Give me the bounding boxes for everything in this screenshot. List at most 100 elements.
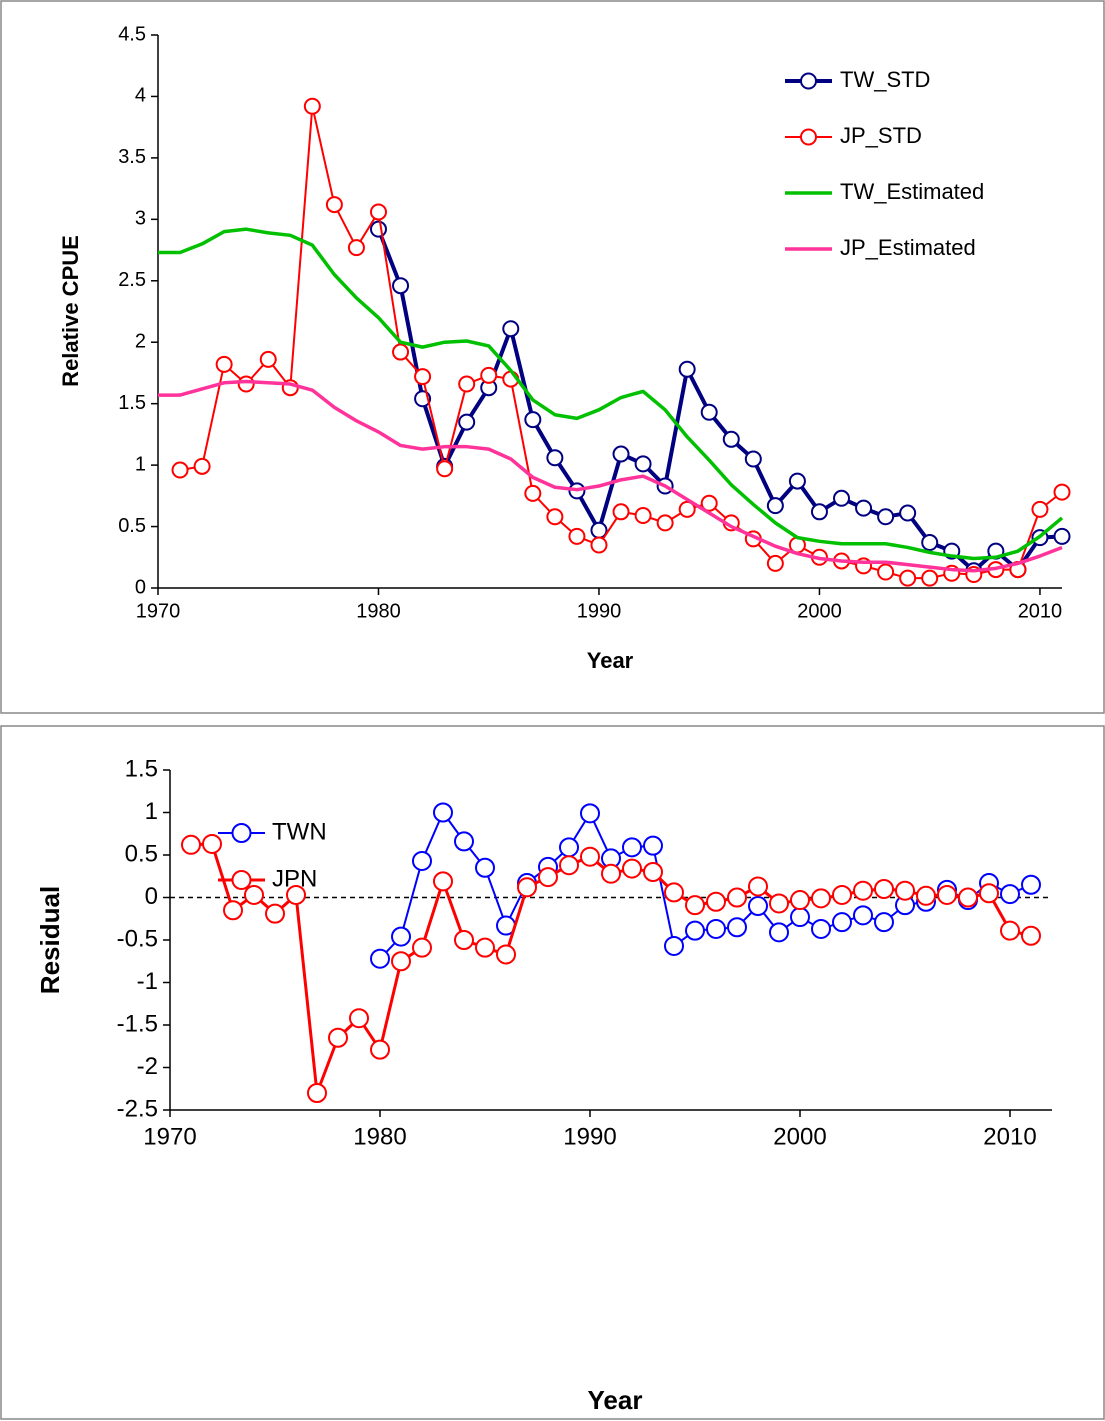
- x-axis-label: Year: [588, 1385, 643, 1415]
- data-point: [215, 355, 233, 373]
- y-axis-label: Relative CPUE: [58, 235, 83, 387]
- data-point: [1031, 500, 1049, 518]
- data-point: [634, 506, 652, 524]
- y-tick-label: -0.5: [117, 925, 158, 952]
- data-point: [916, 885, 936, 906]
- data-point: [454, 831, 474, 852]
- data-point: [568, 527, 586, 545]
- data-point: [433, 802, 453, 823]
- data-point: [171, 461, 189, 479]
- data-point: [412, 937, 432, 958]
- x-tick-label: 1970: [136, 600, 181, 622]
- y-tick-label: -2: [137, 1053, 158, 1080]
- x-tick-label: 1980: [356, 600, 401, 622]
- data-point: [622, 858, 642, 879]
- data-point: [877, 508, 895, 526]
- data-point: [517, 877, 537, 898]
- y-tick-label: 2.5: [118, 269, 146, 291]
- x-tick-label: 2000: [797, 600, 842, 622]
- y-tick-label: 2: [135, 331, 146, 353]
- y-tick-label: 4.5: [118, 23, 146, 45]
- data-point: [546, 449, 564, 467]
- y-tick-label: 1.5: [125, 755, 158, 782]
- data-point: [601, 863, 621, 884]
- y-tick-label: 1: [135, 453, 146, 475]
- legend-marker: [231, 870, 252, 890]
- data-point: [678, 360, 696, 378]
- data-point: [370, 1039, 390, 1060]
- data-point: [678, 500, 696, 518]
- data-point: [685, 895, 705, 916]
- data-point: [874, 879, 894, 899]
- data-point: [1053, 483, 1071, 501]
- data-point: [853, 880, 873, 901]
- data-point: [414, 368, 432, 386]
- data-point: [788, 472, 806, 490]
- x-tick-label: 2000: [773, 1123, 826, 1150]
- legend-marker: [800, 128, 817, 146]
- data-point: [685, 920, 705, 941]
- data-point: [810, 503, 828, 521]
- data-point: [634, 455, 652, 473]
- data-point: [853, 905, 873, 926]
- data-point: [937, 884, 957, 905]
- legend-label: JPN: [272, 865, 317, 892]
- legend-label: TW_STD: [840, 67, 930, 92]
- data-point: [748, 896, 768, 916]
- legend-marker: [800, 72, 817, 90]
- data-point: [458, 413, 476, 431]
- data-point: [700, 403, 718, 421]
- data-point: [958, 887, 978, 908]
- data-point: [612, 503, 630, 521]
- data-point: [706, 918, 726, 939]
- y-tick-label: 3.5: [118, 146, 146, 168]
- data-point: [766, 554, 784, 572]
- data-point: [502, 320, 520, 338]
- data-point: [664, 935, 684, 956]
- data-point: [855, 499, 873, 517]
- data-point: [643, 862, 663, 882]
- data-point: [811, 888, 831, 909]
- data-point: [790, 907, 810, 928]
- data-point: [181, 834, 201, 855]
- data-point: [259, 350, 277, 368]
- data-point: [524, 484, 542, 502]
- data-point: [244, 884, 264, 905]
- x-tick-label: 1990: [563, 1123, 616, 1150]
- x-tick-label: 2010: [983, 1123, 1036, 1150]
- data-point: [979, 883, 999, 904]
- data-point: [475, 937, 495, 958]
- data-point: [877, 563, 895, 581]
- y-tick-label: 3: [135, 208, 146, 230]
- data-point: [193, 457, 211, 475]
- data-point: [223, 900, 243, 921]
- data-point: [622, 837, 642, 858]
- data-point: [433, 871, 453, 892]
- data-point: [307, 1083, 327, 1103]
- x-tick-label: 1990: [577, 600, 622, 622]
- data-point: [1053, 527, 1071, 545]
- data-point: [790, 890, 810, 911]
- data-point: [369, 203, 387, 221]
- data-point: [392, 343, 410, 361]
- data-point: [921, 534, 939, 552]
- legend-label: TWN: [272, 818, 327, 845]
- data-point: [436, 460, 454, 478]
- data-point: [832, 884, 852, 905]
- data-point: [524, 411, 542, 429]
- data-point: [392, 277, 410, 295]
- data-point: [612, 445, 630, 463]
- data-point: [590, 536, 608, 554]
- panel-border: [0, 725, 1105, 1420]
- data-point: [496, 944, 516, 965]
- data-point: [748, 876, 768, 897]
- data-point: [391, 951, 411, 972]
- data-point: [303, 97, 321, 115]
- series-line: [158, 227, 1064, 561]
- y-tick-label: 4: [135, 85, 146, 107]
- data-point: [328, 1027, 348, 1048]
- legend-label: JP_Estimated: [840, 235, 976, 260]
- data-point: [369, 220, 387, 238]
- data-point: [286, 884, 306, 905]
- data-point: [874, 912, 894, 933]
